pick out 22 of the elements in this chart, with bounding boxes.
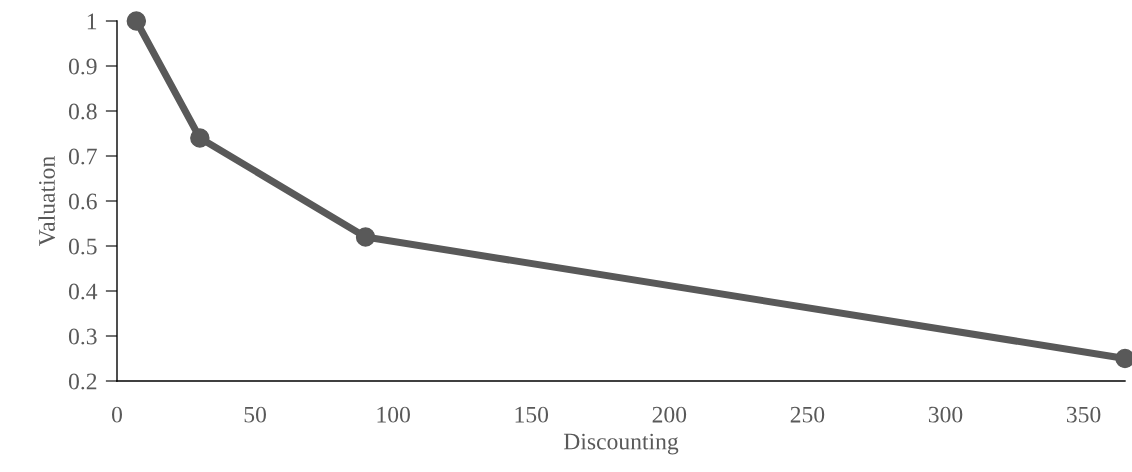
y-tick-label: 0.3: [68, 328, 97, 345]
x-tick-label: 0: [112, 406, 122, 423]
y-tick-label: 0.4: [68, 283, 98, 300]
y-tick-label: 0.8: [68, 103, 97, 120]
point: [190, 128, 210, 148]
x-tick-label: 300: [928, 406, 963, 423]
x-tick-label: 200: [652, 406, 687, 423]
x-tick-label: 50: [244, 406, 266, 423]
x-tick-label: 250: [790, 406, 825, 423]
y-tick-label: 0.7: [68, 148, 97, 165]
y-tick-label: 0.6: [68, 193, 97, 210]
point: [355, 227, 376, 247]
x-axis-title: Discounting: [563, 433, 679, 455]
y-tick-label: 0.5: [68, 238, 97, 255]
y-axis-title: Valuation: [38, 156, 56, 246]
x-tick-label: 150: [515, 406, 549, 423]
point: [126, 11, 147, 31]
x-tick-label: 100: [377, 406, 410, 423]
y-tick-label: 1: [87, 13, 97, 30]
y-tick-label: 0.2: [68, 373, 97, 390]
x-tick-label: 350: [1067, 406, 1101, 423]
y-tick-label: 0.9: [68, 58, 97, 75]
